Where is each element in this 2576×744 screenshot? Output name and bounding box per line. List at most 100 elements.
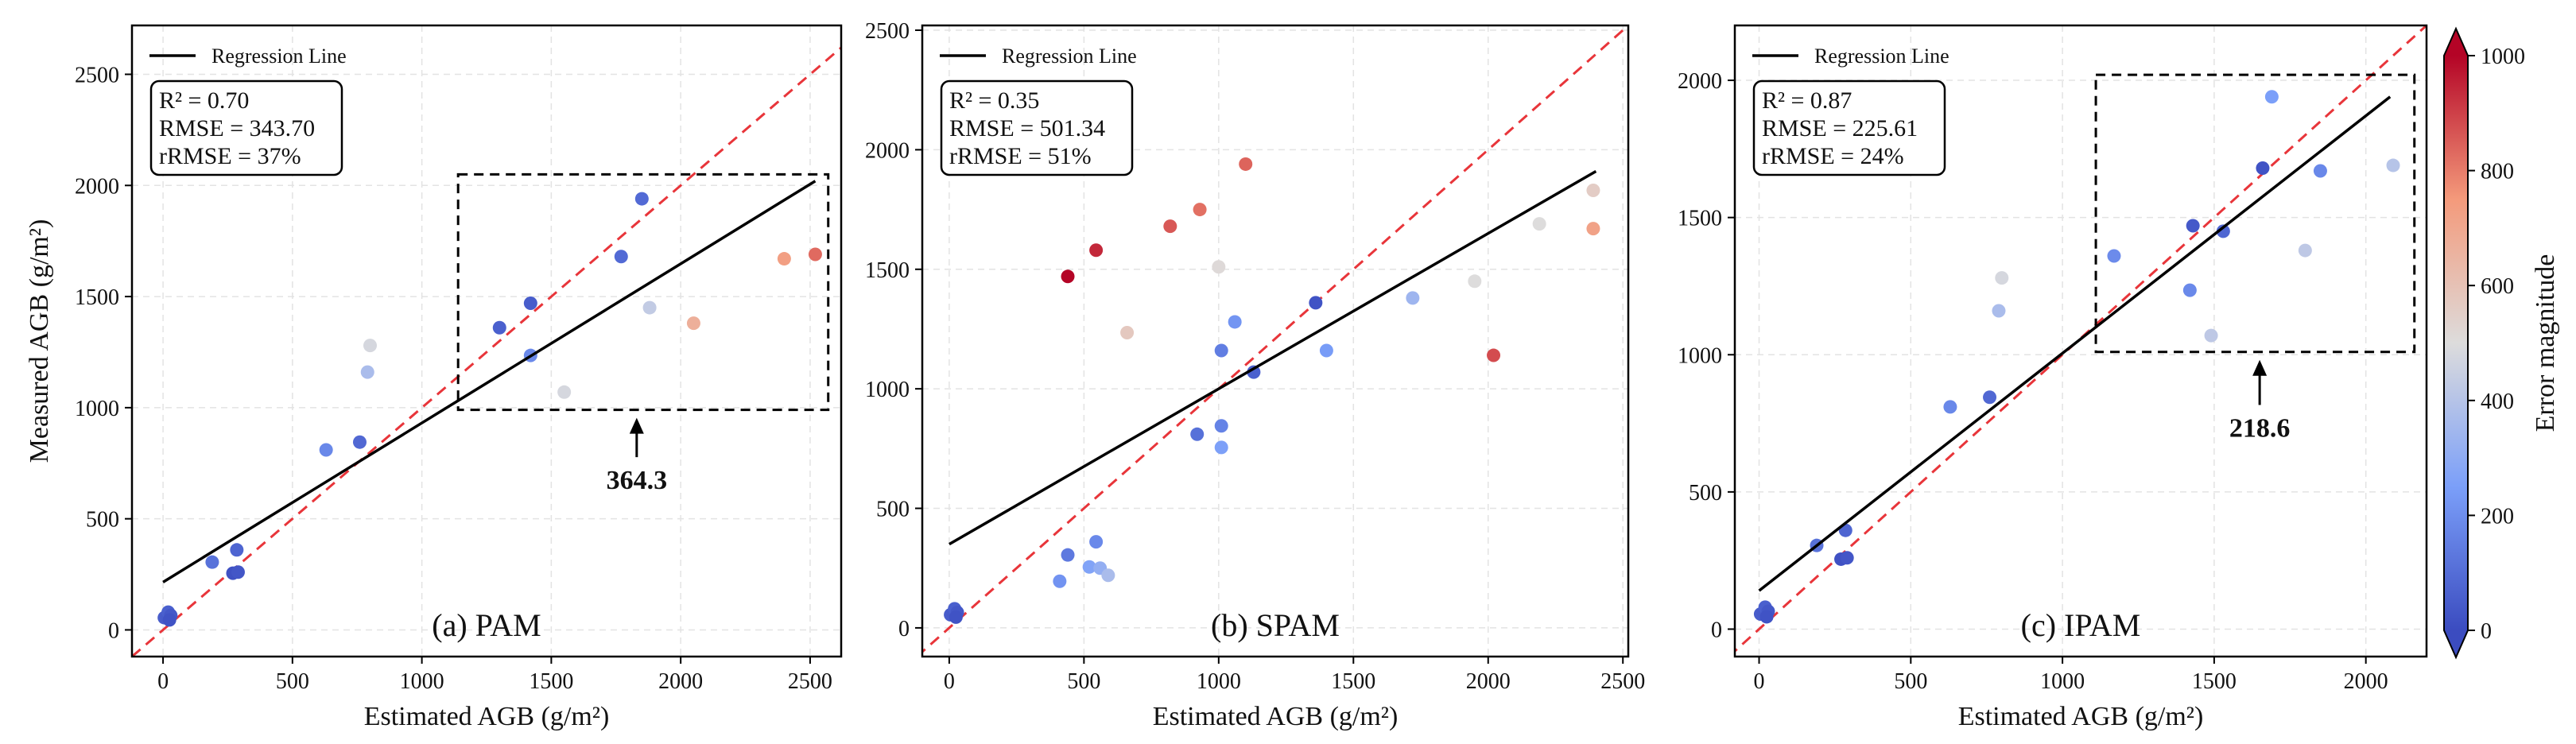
plot-area xyxy=(922,25,1628,653)
data-point xyxy=(1309,296,1323,310)
y-tick-label: 500 xyxy=(1689,481,1722,506)
colorbar-gradient xyxy=(2444,56,2468,630)
data-point xyxy=(686,316,700,331)
stat-r2: R² = 0.87 xyxy=(1762,87,1852,114)
stat-rrmse: rRMSE = 51% xyxy=(949,143,1092,169)
highlight-box xyxy=(2094,73,2416,354)
data-point xyxy=(363,339,378,353)
one-to-one-line xyxy=(922,25,1628,653)
legend-label: Regression Line xyxy=(1002,45,1137,68)
panel-label: (b) SPAM xyxy=(1211,607,1340,643)
y-tick-label: 1500 xyxy=(865,258,910,283)
chart-panel-1: 0 500 1000 1500 2000 2500 0 500 1000 1500 2000 2500… xyxy=(865,19,1645,731)
colorbar: 0 200 400 600 800 1000 Error magnitude xyxy=(2443,26,2560,660)
colorbar-tick-label: 1000 xyxy=(2481,45,2525,69)
data-point xyxy=(2186,219,2200,233)
stat-rrmse: rRMSE = 37% xyxy=(159,143,301,169)
data-point xyxy=(1082,560,1096,574)
x-tick-label: 1000 xyxy=(2040,669,2085,694)
data-point xyxy=(634,192,649,206)
data-point xyxy=(1586,222,1600,236)
chart-panel-2: 218.6 0 500 1000 1500 2000 0 500 1000 1500 2000 Est… xyxy=(1678,24,2428,731)
data-point xyxy=(1212,260,1226,274)
y-tick-label: 1000 xyxy=(865,378,910,402)
x-tick-label: 1500 xyxy=(2192,669,2237,694)
data-point xyxy=(1759,610,1774,624)
data-point xyxy=(2216,224,2230,238)
x-tick-label: 2000 xyxy=(2344,669,2388,694)
data-point xyxy=(1532,217,1546,231)
x-tick-label: 0 xyxy=(944,669,955,694)
stat-rrmse: rRMSE = 24% xyxy=(1762,143,1904,169)
annotation-label: 364.3 xyxy=(607,466,668,495)
x-tick-label: 0 xyxy=(1754,669,1765,694)
data-point xyxy=(2204,328,2218,343)
x-tick-label: 500 xyxy=(1067,669,1100,694)
x-axis-label: Estimated AGB (g/m²) xyxy=(1153,702,1399,731)
data-point xyxy=(1487,348,1501,362)
x-tick-label: 1500 xyxy=(1331,669,1375,694)
data-point xyxy=(1061,269,1075,284)
annotation-arrow-head xyxy=(629,417,644,434)
data-point xyxy=(1468,274,1482,289)
data-point xyxy=(808,247,822,262)
data-point xyxy=(1214,440,1228,455)
data-point xyxy=(1586,184,1600,198)
y-tick-label: 2000 xyxy=(865,138,910,163)
one-to-one-line xyxy=(132,45,841,657)
y-tick-label: 2500 xyxy=(75,64,119,88)
data-point xyxy=(1214,343,1228,358)
plot-area xyxy=(1735,25,2427,653)
legend-label: Regression Line xyxy=(211,45,347,68)
y-tick-label: 500 xyxy=(86,508,119,533)
stat-rmse: RMSE = 225.61 xyxy=(1762,115,1918,141)
data-point xyxy=(1995,271,2009,285)
legend-label: Regression Line xyxy=(1814,45,1949,68)
panel-label: (c) IPAM xyxy=(2021,607,2141,643)
x-tick-label: 500 xyxy=(276,669,309,694)
data-point xyxy=(492,320,506,335)
x-tick-label: 2000 xyxy=(1466,669,1511,694)
data-point xyxy=(205,555,219,569)
data-point xyxy=(523,296,537,310)
data-point xyxy=(2298,243,2312,258)
data-point xyxy=(1239,157,1253,171)
regression-line xyxy=(1758,95,2392,592)
data-point xyxy=(2256,161,2270,176)
colorbar-tick-label: 800 xyxy=(2481,160,2514,184)
data-point xyxy=(231,565,245,579)
colorbar-extend-top xyxy=(2444,29,2468,56)
data-point xyxy=(1089,243,1104,258)
axes-frame xyxy=(1733,24,2428,658)
data-point xyxy=(2182,283,2197,297)
y-tick-label: 1000 xyxy=(1678,343,1722,368)
data-point xyxy=(1228,315,1242,329)
colorbar-tick-label: 0 xyxy=(2481,619,2492,644)
y-tick-label: 1500 xyxy=(75,285,119,310)
data-point xyxy=(2107,249,2121,263)
y-tick-label: 0 xyxy=(108,618,119,643)
data-point xyxy=(2313,164,2327,178)
data-point xyxy=(1193,203,1207,217)
x-tick-label: 0 xyxy=(157,669,169,694)
data-point xyxy=(352,435,367,449)
axes-frame xyxy=(130,24,843,658)
stats-box xyxy=(940,79,1134,176)
annotation-label: 218.6 xyxy=(2229,413,2291,443)
stats-box xyxy=(149,79,343,176)
data-point xyxy=(949,610,963,624)
data-point xyxy=(1943,400,1957,414)
data-point xyxy=(1214,419,1228,433)
charts: 364.3 0 500 1000 1500 2000 2500 0 500 1000 1500 200… xyxy=(25,19,2428,731)
y-tick-label: 0 xyxy=(898,617,910,641)
x-tick-label: 1000 xyxy=(1197,669,1241,694)
data-point xyxy=(2386,158,2400,172)
data-point xyxy=(777,252,791,266)
x-tick-label: 1000 xyxy=(400,669,444,694)
y-tick-label: 1000 xyxy=(75,397,119,421)
data-point xyxy=(1319,343,1333,358)
data-point xyxy=(1247,365,1261,379)
data-point xyxy=(1089,535,1104,549)
y-tick-label: 2000 xyxy=(75,174,119,199)
